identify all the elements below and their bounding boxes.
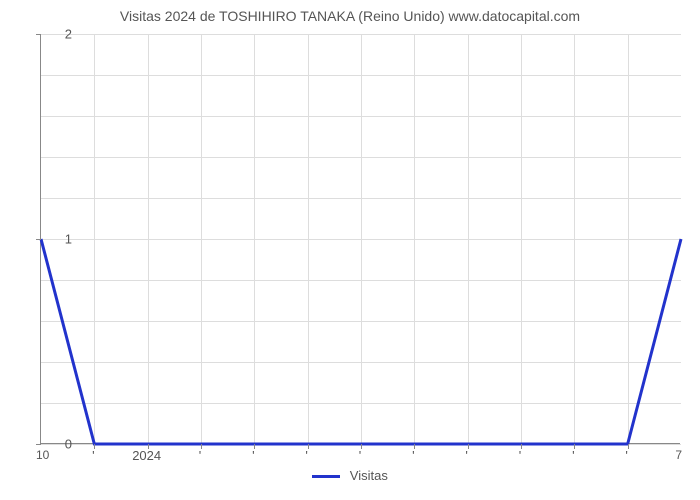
plot-area (40, 34, 680, 444)
legend: Visitas (0, 468, 700, 483)
chart-title: Visitas 2024 de TOSHIHIRO TANAKA (Reino … (0, 8, 700, 24)
x-tick-label: ' (412, 448, 414, 463)
x-tick-label: ' (625, 448, 627, 463)
x-tick-label: ' (92, 448, 94, 463)
x-tick-label: ' (252, 448, 254, 463)
x-tick-label: ' (359, 448, 361, 463)
x-tick-label: ' (305, 448, 307, 463)
y-tick-label: 2 (22, 27, 72, 42)
x-corner-right: 7 (675, 448, 682, 462)
x-tick-label: 2024 (132, 448, 161, 463)
x-tick-label: ' (465, 448, 467, 463)
chart-container: Visitas 2024 de TOSHIHIRO TANAKA (Reino … (0, 8, 700, 500)
line-series (41, 34, 681, 444)
y-tick-label: 1 (22, 232, 72, 247)
plot-wrap: 10 7 012'2024''''''''' (40, 34, 680, 444)
x-tick-label: ' (199, 448, 201, 463)
x-tick-label: ' (572, 448, 574, 463)
x-tick-label: ' (519, 448, 521, 463)
legend-swatch (312, 475, 340, 478)
y-tick-label: 0 (22, 437, 72, 452)
legend-label: Visitas (350, 468, 388, 483)
